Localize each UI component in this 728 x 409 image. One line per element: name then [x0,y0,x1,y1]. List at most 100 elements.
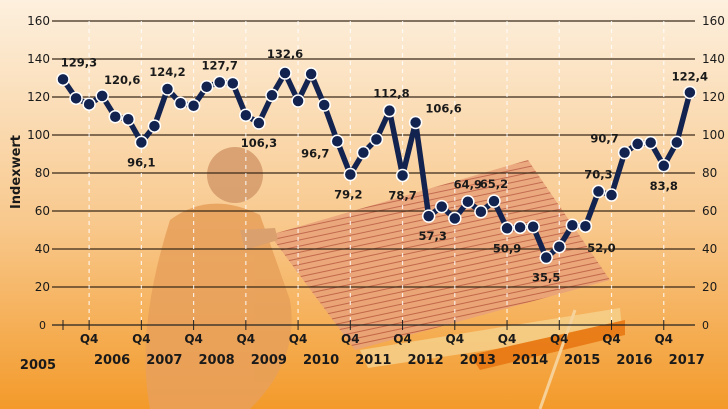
data-point [657,159,671,173]
data-label: 83,8 [650,179,678,193]
roof-beam [360,308,622,368]
data-point [539,250,553,265]
data-label: 65,2 [480,177,508,191]
data-point [604,188,619,202]
x-tick-label-quarter: Q4 [602,332,621,346]
data-point [513,220,527,235]
data-point [552,239,567,254]
data-point [265,88,279,103]
data-point [408,115,423,130]
data-label: 106,6 [425,101,461,115]
data-point [395,168,410,183]
worker-body [145,203,292,409]
data-point [643,135,658,150]
x-tick-label-year: 2015 [564,353,600,368]
data-point [526,220,540,234]
data-label: 129,3 [61,55,97,69]
y-tick-label: 80 [702,166,717,180]
data-point [186,98,201,113]
y-tick-label: 100 [702,128,725,142]
data-label: 90,7 [590,132,618,146]
data-point [356,145,371,160]
y-tick-label: 160 [27,14,50,28]
data-point [421,209,436,223]
x-tick-label-quarter: Q4 [393,332,412,346]
data-point [565,218,580,232]
data-point [317,98,331,112]
x-tick-label-quarter: Q4 [446,332,465,346]
data-label: 122,4 [672,69,708,83]
data-point [82,97,96,111]
data-point [382,103,397,118]
data-point [95,89,109,103]
data-point [278,66,292,80]
x-tick-label-year: 2012 [407,353,443,368]
data-point [160,82,175,96]
roof-beam-dark [470,320,625,370]
data-label: 57,3 [418,229,446,243]
x-tick-label-year: 2007 [146,353,182,368]
x-axis: Q4 Q4 Q4 Q4 Q4 Q4 Q4 Q4 Q4 Q4 Q4 Q4 2005 2006 2007 2008… [20,320,705,373]
data-point [617,145,632,160]
data-point [670,135,684,150]
y-tick-label: 160 [702,14,725,28]
solar-panel [270,160,610,350]
x-tick-label-year: 2013 [460,353,496,368]
data-point [134,135,149,150]
x-tick-label-quarter: Q4 [237,332,256,346]
data-label: 78,7 [388,188,416,202]
ladder-rail [538,309,577,409]
x-tick-label-quarter: Q4 [498,332,517,346]
y-tick-label: 0 [702,319,709,332]
data-label: 64,9 [454,178,482,192]
x-tick-label-quarter: Q4 [654,332,673,346]
y-tick-label: 140 [27,52,50,66]
x-tick-label-year: 2017 [669,353,705,368]
x-tick-label-quarter: Q4 [341,332,360,346]
data-label: 96,1 [127,155,155,169]
x-tick-label-year: 2010 [303,353,339,368]
y-tick-label: 20 [702,280,717,294]
y-tick-label: 120 [702,90,725,104]
x-tick-label-year: 2008 [199,353,235,368]
data-point [199,79,214,94]
y-axis-right: 0 20 40 60 80 100 120 140 160 [702,14,725,332]
data-point [239,108,253,122]
y-tick-label: 40 [702,242,717,256]
worker-head [207,147,263,203]
data-point [500,221,514,236]
data-point [343,167,358,182]
y-tick-label: 80 [35,166,50,180]
y-tick-label: 60 [702,204,717,218]
data-point [330,134,345,149]
x-tick-label-quarter: Q4 [80,332,99,346]
y-tick-label: 40 [35,242,50,256]
y-tick-label: 60 [35,204,50,218]
worker-arm [240,228,278,250]
data-point [108,110,122,124]
data-point [487,194,501,208]
x-tick-label-year: 2009 [251,353,287,368]
y-tick-label: 120 [27,90,50,104]
data-label: 112,8 [373,87,409,101]
y-tick-label: 0 [39,319,46,332]
data-point [448,211,462,226]
data-labels: 129,3 120,6 96,1 124,2 127,7 106,3 132,6 96,7 79… [61,47,708,284]
y-tick-label: 140 [702,52,725,66]
data-point [56,72,70,87]
data-point [434,199,449,214]
data-point [591,184,606,199]
x-tick-label-year: 2016 [616,353,652,368]
data-point [212,75,227,90]
data-point [683,85,697,100]
data-label: 132,6 [267,47,303,61]
y-axis-label: Indexwert [9,135,24,209]
series-line [56,66,697,265]
data-label: 127,7 [202,58,238,72]
data-point [252,116,266,130]
data-label: 70,3 [584,167,612,181]
data-label: 120,6 [104,73,140,87]
data-point [474,205,488,219]
